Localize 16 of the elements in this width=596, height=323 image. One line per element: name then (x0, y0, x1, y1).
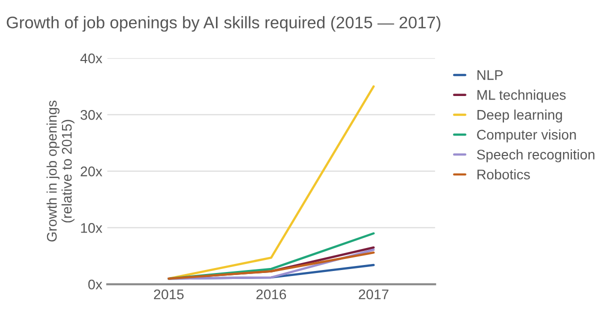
y-tick-label: 10x (81, 223, 102, 233)
y-tick-label: 0x (88, 280, 102, 290)
chart-title: Growth of job openings by AI skills required (2015 — 2017) (6, 16, 440, 32)
legend-label: Deep learning (478, 110, 562, 122)
legend-label: Robotics (478, 169, 530, 180)
x-tick-label: 2017 (358, 289, 388, 300)
x-tick-label: 2016 (256, 289, 286, 300)
y-axis-title: Growth in job openings (relative to 2015) (46, 100, 74, 242)
legend-label: Computer vision (477, 129, 576, 142)
legend-label: Speech recognition (476, 149, 594, 162)
legend-label: NLP (478, 70, 503, 80)
x-tick-label: 2015 (154, 289, 184, 300)
y-tick-label: 30x (80, 110, 102, 120)
y-tick-label: 40x (80, 53, 102, 64)
legend-label: ML techniques (478, 90, 566, 103)
y-tick-label: 20x (80, 166, 102, 176)
